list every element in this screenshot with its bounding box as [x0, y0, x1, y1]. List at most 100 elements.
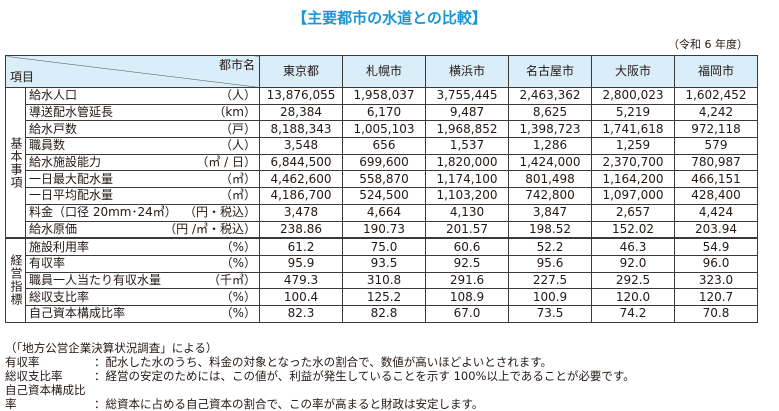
value-cell: 3,478	[259, 203, 343, 222]
item-name: 自己資本構成比率	[29, 306, 126, 321]
value-cell: 742,800	[508, 187, 592, 205]
value-cell: 699,600	[342, 153, 426, 172]
item-unit: （%）	[220, 289, 256, 304]
table-row: 一日平均配水量 （㎥） 4,186,700 524,500 1,103,200 742,8…	[6, 187, 758, 205]
value-cell: 1,097,000	[591, 187, 675, 205]
value-cell: 6,170	[342, 103, 426, 122]
value-cell: 292.5	[591, 271, 675, 290]
value-cell: 972,118	[674, 120, 758, 139]
value-cell: 46.3	[591, 237, 675, 256]
city-header: 札幌市	[342, 55, 426, 88]
value-cell: 291.6	[425, 271, 509, 290]
value-cell: 120.0	[591, 288, 675, 306]
value-cell: 92.5	[425, 254, 509, 273]
item-name: 一日最大配水量	[29, 171, 114, 186]
item-name: 給水原価	[29, 221, 78, 236]
item-name: 導送配水管延長	[29, 105, 114, 120]
city-header: 横浜市	[425, 55, 509, 88]
value-cell: 310.8	[342, 271, 426, 290]
item-cell: 職員一人当たり有収水量 （千㎥）	[25, 271, 260, 290]
table-row: 経営指標 施設利用率 （%） 61.2 75.0 60.6 52.2 46.3 54.9	[5, 237, 758, 323]
value-cell: 2,370,700	[591, 153, 675, 172]
item-unit: （人）	[219, 88, 256, 103]
table-row: 給水施設能力 （㎥ / 日） 6,844,500 699,600 1,820,000 1,…	[6, 153, 758, 172]
value-cell: 92.0	[591, 254, 675, 273]
value-cell: 1,259	[591, 137, 675, 155]
value-cell: 82.3	[259, 304, 343, 323]
value-cell: 323.0	[674, 271, 758, 290]
value-cell: 8,188,343	[259, 120, 343, 139]
page-title: 【主要都市の水道との比較】	[292, 9, 487, 27]
value-cell: 4,242	[674, 103, 758, 122]
term: 自己資本構成比率	[5, 383, 86, 411]
item-cell: 自己資本構成比率 （%）	[25, 304, 260, 323]
item-cell: 給水人口 （人）	[25, 87, 260, 105]
item-unit: （千㎥）	[207, 272, 256, 287]
value-cell: 3,755,445	[425, 87, 509, 105]
item-name: 料金（口径 20mm･24㎥）	[29, 205, 177, 220]
item-unit: （%）	[220, 239, 256, 254]
term: 有収率	[5, 355, 40, 369]
corner-header: 都市名 項目	[5, 55, 260, 88]
value-cell: 1,602,452	[674, 87, 758, 105]
value-cell: 3,548	[259, 137, 343, 155]
description: ：総資本に占める自己資本の割合で、この率が高まると財政は安定します。	[94, 397, 484, 411]
value-cell: 3,847	[508, 203, 592, 222]
value-cell: 466,151	[674, 170, 758, 189]
item-unit: （㎥ / 日）	[196, 155, 256, 170]
item-label: 項目	[10, 70, 35, 84]
value-cell: 73.5	[508, 304, 592, 323]
table-row: 自己資本構成比率 （%） 82.3 82.8 67.0 73.5 74.2 70.8	[6, 304, 758, 323]
item-name: 一日平均配水量	[29, 188, 114, 203]
value-cell: 61.2	[259, 237, 343, 256]
value-cell: 780,987	[674, 153, 758, 172]
value-cell: 2,657	[591, 203, 675, 222]
value-cell: 198.52	[508, 220, 592, 239]
item-cell: 給水戸数 （戸）	[25, 120, 260, 139]
value-cell: 4,462,600	[259, 170, 343, 189]
description: ：配水した水のうち、料金の対象となった水の割合で、数値が高いほどよいとされます。	[94, 355, 553, 369]
item-unit: （km）	[213, 105, 256, 120]
term: 総収支比率	[5, 369, 63, 383]
table-row: 料金（口径 20mm･24㎥） （円・税込） 3,478 4,664 4,130 3,84…	[6, 203, 758, 222]
item-unit: （戸）	[219, 121, 256, 136]
group-label: 経営指標	[5, 237, 26, 323]
item-name: 給水施設能力	[29, 155, 102, 170]
item-name: 職員一人当たり有収水量	[29, 272, 162, 287]
value-cell: 96.0	[674, 254, 758, 273]
item-name: 有収率	[29, 256, 66, 271]
item-cell: 給水原価 （円 /㎥・税込）	[25, 220, 260, 239]
value-cell: 1,174,100	[425, 170, 509, 189]
item-cell: 導送配水管延長 （km）	[25, 103, 260, 122]
city-header: 大阪市	[591, 55, 675, 88]
value-cell: 428,400	[674, 187, 758, 205]
item-unit: （㎥）	[219, 171, 256, 186]
item-unit: （%）	[220, 306, 256, 321]
item-name: 給水人口	[29, 88, 78, 103]
value-cell: 95.9	[259, 254, 343, 273]
value-cell: 125.2	[342, 288, 426, 306]
value-cell: 60.6	[425, 237, 509, 256]
city-header: 福岡市	[674, 55, 758, 88]
value-cell: 227.5	[508, 271, 592, 290]
value-cell: 1,164,200	[591, 170, 675, 189]
table-row: 職員数 （人） 3,548 656 1,537 1,286 1,259 579	[6, 137, 758, 155]
value-cell: 75.0	[342, 237, 426, 256]
value-cell: 1,537	[425, 137, 509, 155]
value-cell: 13,876,055	[259, 87, 343, 105]
value-cell: 52.2	[508, 237, 592, 256]
table-row: 有収率 （%） 95.9 93.5 92.5 95.6 92.0 96.0	[6, 254, 758, 273]
definition-note: 総収支比率 ：経営の安定のためには、この値が、利益が発生していることを示す 100…	[5, 369, 635, 383]
item-unit: （円 /㎥・税込）	[164, 221, 256, 236]
group-label: 基本事項	[5, 87, 26, 239]
value-cell: 524,500	[342, 187, 426, 205]
value-cell: 4,130	[425, 203, 509, 222]
item-name: 職員数	[29, 138, 66, 153]
value-cell: 2,463,362	[508, 87, 592, 105]
city-header: 東京都	[259, 55, 343, 88]
table-row: 給水戸数 （戸） 8,188,343 1,005,103 1,968,852 1,398,…	[6, 120, 758, 139]
value-cell: 558,870	[342, 170, 426, 189]
value-cell: 95.6	[508, 254, 592, 273]
item-name: 総収支比率	[29, 289, 90, 304]
value-cell: 4,664	[342, 203, 426, 222]
